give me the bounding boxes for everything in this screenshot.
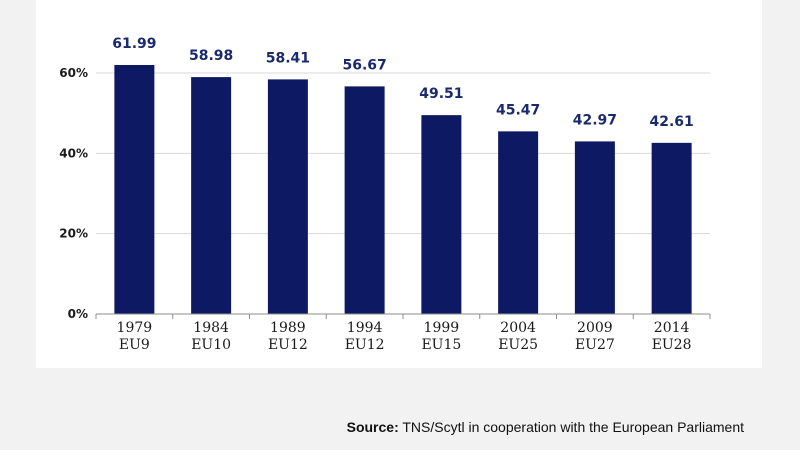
x-tick-label: 2014 bbox=[654, 320, 690, 336]
x-tick-sublabel: EU27 bbox=[575, 337, 615, 353]
x-tick-label: 1994 bbox=[347, 320, 383, 336]
y-tick-label: 0% bbox=[68, 307, 88, 321]
x-tick-label: 1984 bbox=[193, 320, 229, 336]
x-tick-sublabel: EU12 bbox=[345, 337, 385, 353]
bar bbox=[651, 142, 692, 314]
y-tick-label: 20% bbox=[59, 227, 88, 241]
x-tick-label: 1979 bbox=[117, 320, 153, 336]
source-label: Source: bbox=[346, 419, 399, 435]
bars bbox=[114, 65, 692, 315]
x-tick-label: 1999 bbox=[424, 320, 460, 336]
data-label: 45.47 bbox=[496, 102, 540, 118]
data-labels: 61.99 58.98 58.41 56.67 49.51 45.47 42.97 42.61 bbox=[112, 36, 694, 130]
x-tick-label: 1989 bbox=[270, 320, 306, 336]
x-tick-sublabel: EU25 bbox=[498, 337, 538, 353]
data-label: 58.98 bbox=[189, 48, 233, 64]
x-tick-sublabel: EU10 bbox=[191, 337, 231, 353]
y-tick-label: 40% bbox=[59, 146, 88, 160]
data-label: 61.99 bbox=[112, 36, 156, 52]
x-axis-ticks: 1979EU91984EU101989EU121994EU121999EU152… bbox=[117, 320, 692, 353]
bar bbox=[421, 115, 462, 315]
bar bbox=[344, 86, 385, 314]
data-label: 58.41 bbox=[266, 50, 310, 66]
x-tick-label: 2004 bbox=[500, 320, 536, 336]
chart-panel bbox=[36, 0, 762, 368]
x-tick-sublabel: EU15 bbox=[421, 337, 461, 353]
bar bbox=[191, 77, 232, 314]
x-tick-label: 2009 bbox=[577, 320, 613, 336]
x-tick-sublabel: EU9 bbox=[119, 337, 150, 353]
y-tick-label: 60% bbox=[59, 66, 88, 80]
source-text: TNS/Scytl in cooperation with the Europe… bbox=[398, 419, 744, 435]
data-label: 56.67 bbox=[342, 57, 386, 73]
bar bbox=[114, 65, 155, 314]
bar bbox=[267, 79, 308, 314]
x-axis bbox=[95, 313, 711, 319]
y-axis-ticks: 0% 20% 40% 60% bbox=[59, 66, 88, 321]
data-label: 42.61 bbox=[649, 114, 693, 130]
x-tick-sublabel: EU28 bbox=[652, 337, 692, 353]
data-label: 49.51 bbox=[419, 86, 463, 102]
gridlines bbox=[96, 72, 710, 235]
x-tick-sublabel: EU12 bbox=[268, 337, 308, 353]
bar bbox=[574, 141, 615, 314]
bar bbox=[498, 131, 539, 314]
data-label: 42.97 bbox=[573, 112, 617, 128]
source-caption: Source: TNS/Scytl in cooperation with th… bbox=[347, 419, 744, 435]
